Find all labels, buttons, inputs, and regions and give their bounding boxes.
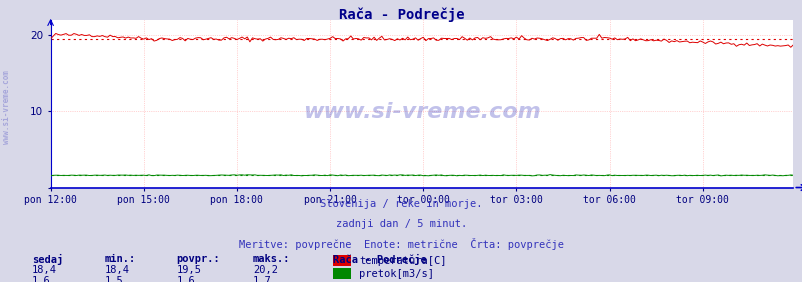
Text: Rača - Podrečje: Rača - Podrečje <box>333 254 427 265</box>
Text: temperatura[C]: temperatura[C] <box>358 256 446 266</box>
Text: min.:: min.: <box>104 254 136 264</box>
Text: 1,5: 1,5 <box>104 276 123 282</box>
Text: www.si-vreme.com: www.si-vreme.com <box>302 102 541 122</box>
Text: pretok[m3/s]: pretok[m3/s] <box>358 268 433 279</box>
Text: sedaj: sedaj <box>32 254 63 265</box>
Text: Slovenija / reke in morje.: Slovenija / reke in morje. <box>320 199 482 209</box>
Text: 19,5: 19,5 <box>176 265 201 275</box>
Text: povpr.:: povpr.: <box>176 254 220 264</box>
Text: Meritve: povprečne  Enote: metrične  Črta: povprečje: Meritve: povprečne Enote: metrične Črta:… <box>239 238 563 250</box>
Text: Rača - Podrečje: Rača - Podrečje <box>338 7 464 21</box>
Text: 1,6: 1,6 <box>32 276 51 282</box>
Text: 18,4: 18,4 <box>104 265 129 275</box>
Text: 20,2: 20,2 <box>253 265 277 275</box>
Text: 1,7: 1,7 <box>253 276 271 282</box>
Text: 18,4: 18,4 <box>32 265 57 275</box>
Text: www.si-vreme.com: www.si-vreme.com <box>2 70 11 144</box>
Text: maks.:: maks.: <box>253 254 290 264</box>
Text: 1,6: 1,6 <box>176 276 195 282</box>
Text: zadnji dan / 5 minut.: zadnji dan / 5 minut. <box>335 219 467 228</box>
